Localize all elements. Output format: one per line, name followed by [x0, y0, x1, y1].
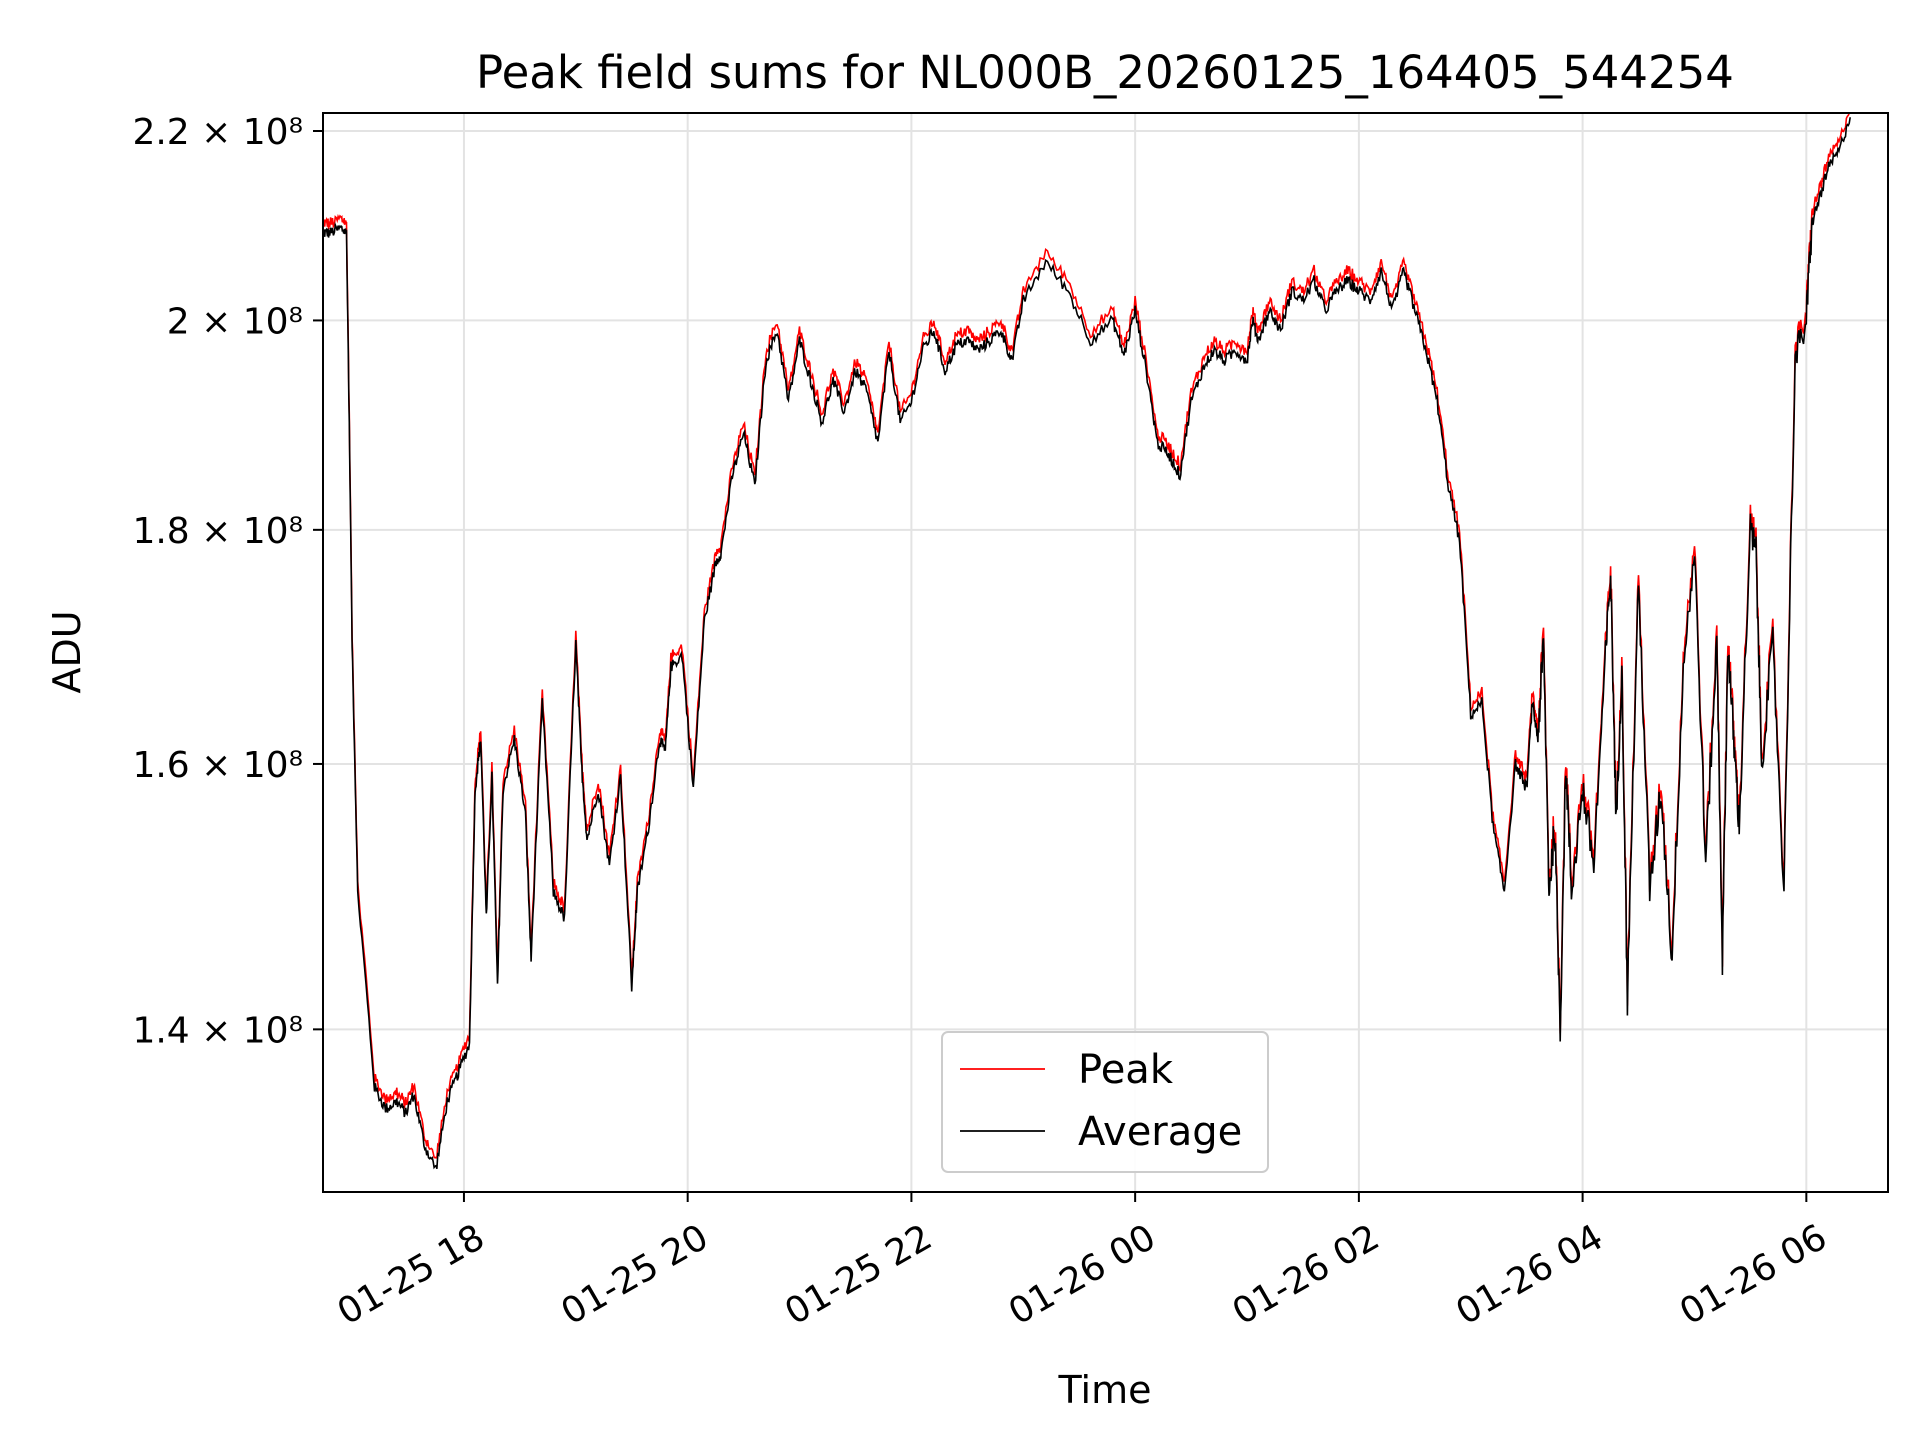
- series-line-average: [322, 117, 1851, 1170]
- y-tick-label: 2 × 10⁸: [167, 301, 303, 342]
- y-axis-label: ADU: [45, 610, 89, 693]
- plot-area-frame: [322, 112, 1889, 1193]
- legend-box: [941, 1031, 1269, 1173]
- legend: Peak Average: [941, 1031, 1269, 1173]
- legend-label-average: Average: [1078, 1109, 1242, 1155]
- grid: [323, 113, 1888, 1192]
- x-axis-label: Time: [1058, 1368, 1152, 1412]
- chart-title: Peak field sums for NL000B_20260125_1644…: [476, 46, 1734, 99]
- y-tick-label: 1.6 × 10⁸: [132, 745, 303, 786]
- legend-label-peak: Peak: [1078, 1047, 1174, 1093]
- y-tick-label: 1.4 × 10⁸: [132, 1010, 303, 1051]
- y-tick-label: 2.2 × 10⁸: [132, 112, 303, 153]
- y-tick-label: 1.8 × 10⁸: [132, 511, 303, 552]
